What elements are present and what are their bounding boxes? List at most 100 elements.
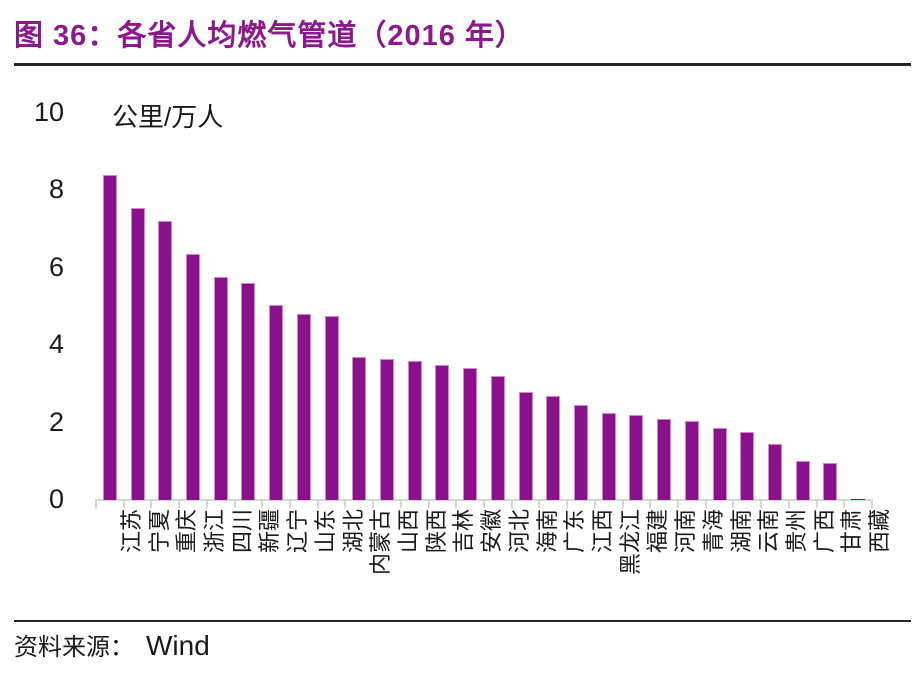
x-axis-category-label-text: 云南	[756, 509, 782, 554]
bar	[463, 368, 478, 500]
x-axis-category-label-text: 河南	[673, 509, 699, 554]
x-axis-tick-mark	[649, 499, 652, 508]
x-axis-tick-mark	[566, 499, 569, 508]
source-label: 资料来源：	[14, 635, 134, 661]
bar	[269, 304, 284, 500]
x-axis-tick-mark	[538, 499, 541, 508]
x-axis-tick-mark	[233, 499, 236, 508]
bar-chart-canvas: 公里/万人 0 2 4 6 8 10 江苏 宁夏 重庆 浙江 四川 新疆 辽宁 山东 湖北 内蒙古 山西 陕西 吉林…	[33, 97, 893, 576]
x-axis-tick-mark	[150, 499, 153, 508]
x-axis-category-label-text: 四川	[229, 509, 255, 554]
x-axis-tick-mark	[732, 499, 735, 508]
x-axis-tick-mark	[122, 499, 125, 508]
bar	[213, 277, 228, 500]
x-axis-category-label-text: 福建	[645, 509, 671, 554]
bar	[574, 405, 588, 500]
bar	[684, 420, 699, 500]
x-axis-tick-mark	[677, 499, 679, 508]
x-axis-category-label-text: 河北	[506, 509, 532, 554]
y-axis-tick-label: 0	[48, 484, 64, 514]
x-axis-tick-mark	[399, 499, 402, 508]
x-axis-tick-mark	[593, 499, 596, 508]
y-axis-tick-label: 6	[48, 251, 64, 282]
bar	[823, 463, 838, 500]
x-axis-category-label-text: 贵州	[784, 509, 809, 554]
bar	[186, 254, 200, 500]
figure-title: 图 36：各省人均燃气管道（2016 年）	[14, 20, 525, 52]
y-axis-tick-label: 4	[48, 329, 64, 360]
x-axis-tick-mark	[843, 499, 846, 508]
x-axis-tick-mark	[427, 499, 430, 508]
y-axis-tick-label: 10	[33, 97, 64, 127]
bar	[102, 174, 117, 500]
footer-divider-line	[14, 620, 911, 622]
x-axis-category-label-text: 辽宁	[285, 509, 311, 554]
x-axis-category-label-text: 新疆	[257, 509, 283, 554]
bar	[352, 356, 367, 500]
x-axis-tick-mark	[510, 499, 513, 508]
x-axis-tick-mark	[289, 499, 291, 508]
y-axis-tick-label: 8	[48, 174, 64, 205]
x-axis-tick-mark	[483, 499, 485, 508]
x-axis-tick-mark	[95, 499, 97, 508]
bar	[851, 499, 866, 500]
bar	[380, 358, 394, 500]
bar	[518, 391, 533, 500]
bar	[241, 283, 256, 500]
x-axis-category-label-text: 湖北	[340, 509, 366, 554]
x-axis-category-label-text: 吉林	[451, 509, 477, 554]
bar	[601, 412, 616, 500]
x-axis-category-label-text: 宁夏	[146, 509, 172, 554]
x-axis-category-label-text: 甘肃	[839, 509, 865, 554]
x-axis-category-label-text: 黑龙江	[617, 509, 643, 576]
x-axis-tick-mark	[344, 499, 347, 508]
source-note: 资料来源： Wind	[14, 627, 210, 662]
x-axis-category-label-text: 安徽	[479, 509, 505, 554]
x-axis-tick-mark	[372, 499, 375, 508]
bar	[435, 364, 450, 500]
bar	[768, 443, 782, 500]
x-axis-category-label-text: 广西	[811, 509, 837, 554]
x-axis-category-label-text: 西藏	[867, 509, 893, 554]
x-axis-category-label-text: 重庆	[174, 509, 200, 554]
y-axis-unit-label: 公里/万人	[112, 102, 224, 132]
x-axis-tick-mark	[787, 499, 790, 508]
bar	[740, 432, 755, 500]
y-axis-tick-label: 2	[48, 406, 64, 437]
bar	[490, 376, 505, 500]
x-axis-category-label-text: 江苏	[118, 509, 144, 554]
bar	[546, 395, 561, 500]
x-axis-category-label-text: 海南	[534, 509, 560, 554]
x-axis-category-label-text: 青海	[700, 509, 726, 554]
x-axis-category-label-text: 内蒙古	[368, 509, 394, 576]
x-axis-tick-mark	[871, 499, 873, 508]
x-axis-category-label-text: 山西	[396, 509, 421, 554]
x-axis-category-label-text: 山东	[312, 509, 338, 554]
x-axis-category-label-text: 浙江	[202, 509, 227, 554]
x-axis-tick-mark	[316, 499, 319, 508]
bar	[158, 221, 173, 500]
x-axis-category-label-text: 江西	[590, 509, 615, 554]
bar	[130, 207, 145, 500]
x-axis-tick-mark	[178, 499, 181, 508]
x-axis-tick-mark	[760, 499, 763, 508]
bar	[712, 428, 727, 500]
x-axis-category-label-text: 广东	[562, 509, 588, 554]
x-axis-tick-mark	[621, 499, 624, 508]
bar	[795, 461, 810, 500]
bar	[296, 314, 311, 500]
x-axis-tick-mark	[455, 499, 458, 508]
x-axis-tick-mark	[815, 499, 818, 508]
x-axis-tick-mark	[261, 499, 264, 508]
bar	[629, 414, 644, 500]
x-axis-category-label-text: 湖南	[728, 509, 754, 554]
x-axis-tick-mark	[205, 499, 208, 508]
bar	[657, 418, 672, 500]
bar	[324, 316, 339, 500]
bar	[407, 360, 422, 500]
source-value: Wind	[146, 630, 210, 661]
x-axis-category-label-text: 陕西	[423, 509, 449, 554]
title-divider-line	[14, 63, 911, 66]
x-axis-tick-mark	[704, 499, 707, 508]
